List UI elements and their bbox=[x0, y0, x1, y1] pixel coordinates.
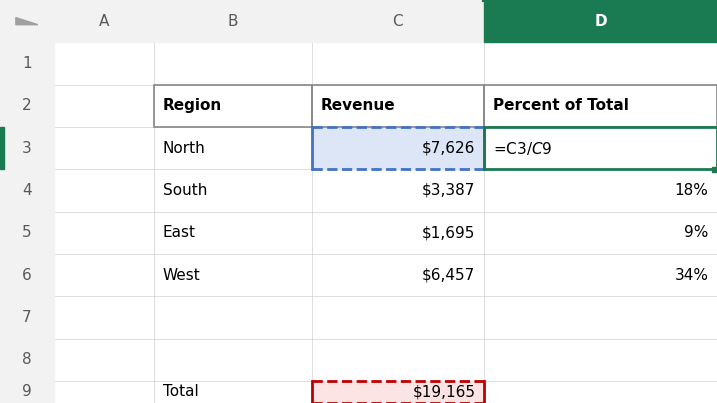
Text: East: East bbox=[163, 225, 196, 240]
Bar bbox=[0, 85, 54, 127]
Text: B: B bbox=[228, 14, 238, 29]
Text: 2: 2 bbox=[22, 98, 32, 113]
Bar bbox=[484, 85, 717, 127]
Text: 34%: 34% bbox=[675, 268, 708, 283]
Text: Region: Region bbox=[163, 98, 222, 113]
Text: =C3/$C$9: =C3/$C$9 bbox=[493, 139, 552, 157]
Bar bbox=[54, 0, 154, 42]
Text: $6,457: $6,457 bbox=[422, 268, 475, 283]
Bar bbox=[312, 0, 484, 42]
Text: South: South bbox=[163, 183, 207, 198]
Text: 9: 9 bbox=[22, 384, 32, 399]
Bar bbox=[0, 212, 54, 254]
Text: Percent of Total: Percent of Total bbox=[493, 98, 629, 113]
Bar bbox=[0, 254, 54, 296]
Bar bbox=[0, 127, 4, 169]
Bar bbox=[0, 339, 54, 381]
Bar bbox=[0, 296, 54, 339]
Text: West: West bbox=[163, 268, 201, 283]
Text: D: D bbox=[594, 14, 607, 29]
Bar bbox=[713, 167, 717, 172]
Text: North: North bbox=[163, 141, 206, 156]
Text: 7: 7 bbox=[22, 310, 32, 325]
Text: 4: 4 bbox=[22, 183, 32, 198]
Text: Revenue: Revenue bbox=[320, 98, 395, 113]
Text: 18%: 18% bbox=[675, 183, 708, 198]
Text: 3: 3 bbox=[22, 141, 32, 156]
Text: $1,695: $1,695 bbox=[422, 225, 475, 240]
Bar bbox=[0, 42, 54, 85]
Text: 6: 6 bbox=[22, 268, 32, 283]
Bar bbox=[154, 0, 312, 42]
Text: $3,387: $3,387 bbox=[422, 183, 475, 198]
Bar bbox=[484, 0, 717, 42]
Text: $7,626: $7,626 bbox=[422, 141, 475, 156]
Bar bbox=[312, 381, 484, 403]
Bar bbox=[0, 0, 54, 42]
Text: 5: 5 bbox=[22, 225, 32, 240]
Text: C: C bbox=[393, 14, 403, 29]
Bar bbox=[0, 169, 54, 212]
Text: $19,165: $19,165 bbox=[412, 384, 475, 399]
Text: A: A bbox=[99, 14, 109, 29]
Text: 8: 8 bbox=[22, 352, 32, 367]
Bar bbox=[0, 381, 54, 403]
Text: 9%: 9% bbox=[684, 225, 708, 240]
Bar bbox=[154, 85, 312, 127]
Polygon shape bbox=[16, 18, 38, 25]
Text: 1: 1 bbox=[22, 56, 32, 71]
Bar bbox=[0, 127, 54, 169]
Text: Total: Total bbox=[163, 384, 199, 399]
Bar bbox=[312, 85, 484, 127]
Bar bbox=[312, 127, 484, 169]
